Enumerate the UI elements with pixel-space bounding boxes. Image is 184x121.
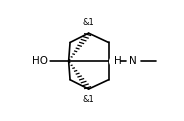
Text: HO: HO xyxy=(32,56,48,66)
Text: &1: &1 xyxy=(83,18,94,27)
Text: &1: &1 xyxy=(83,95,94,104)
Text: N: N xyxy=(129,56,137,66)
Text: H: H xyxy=(114,56,121,66)
